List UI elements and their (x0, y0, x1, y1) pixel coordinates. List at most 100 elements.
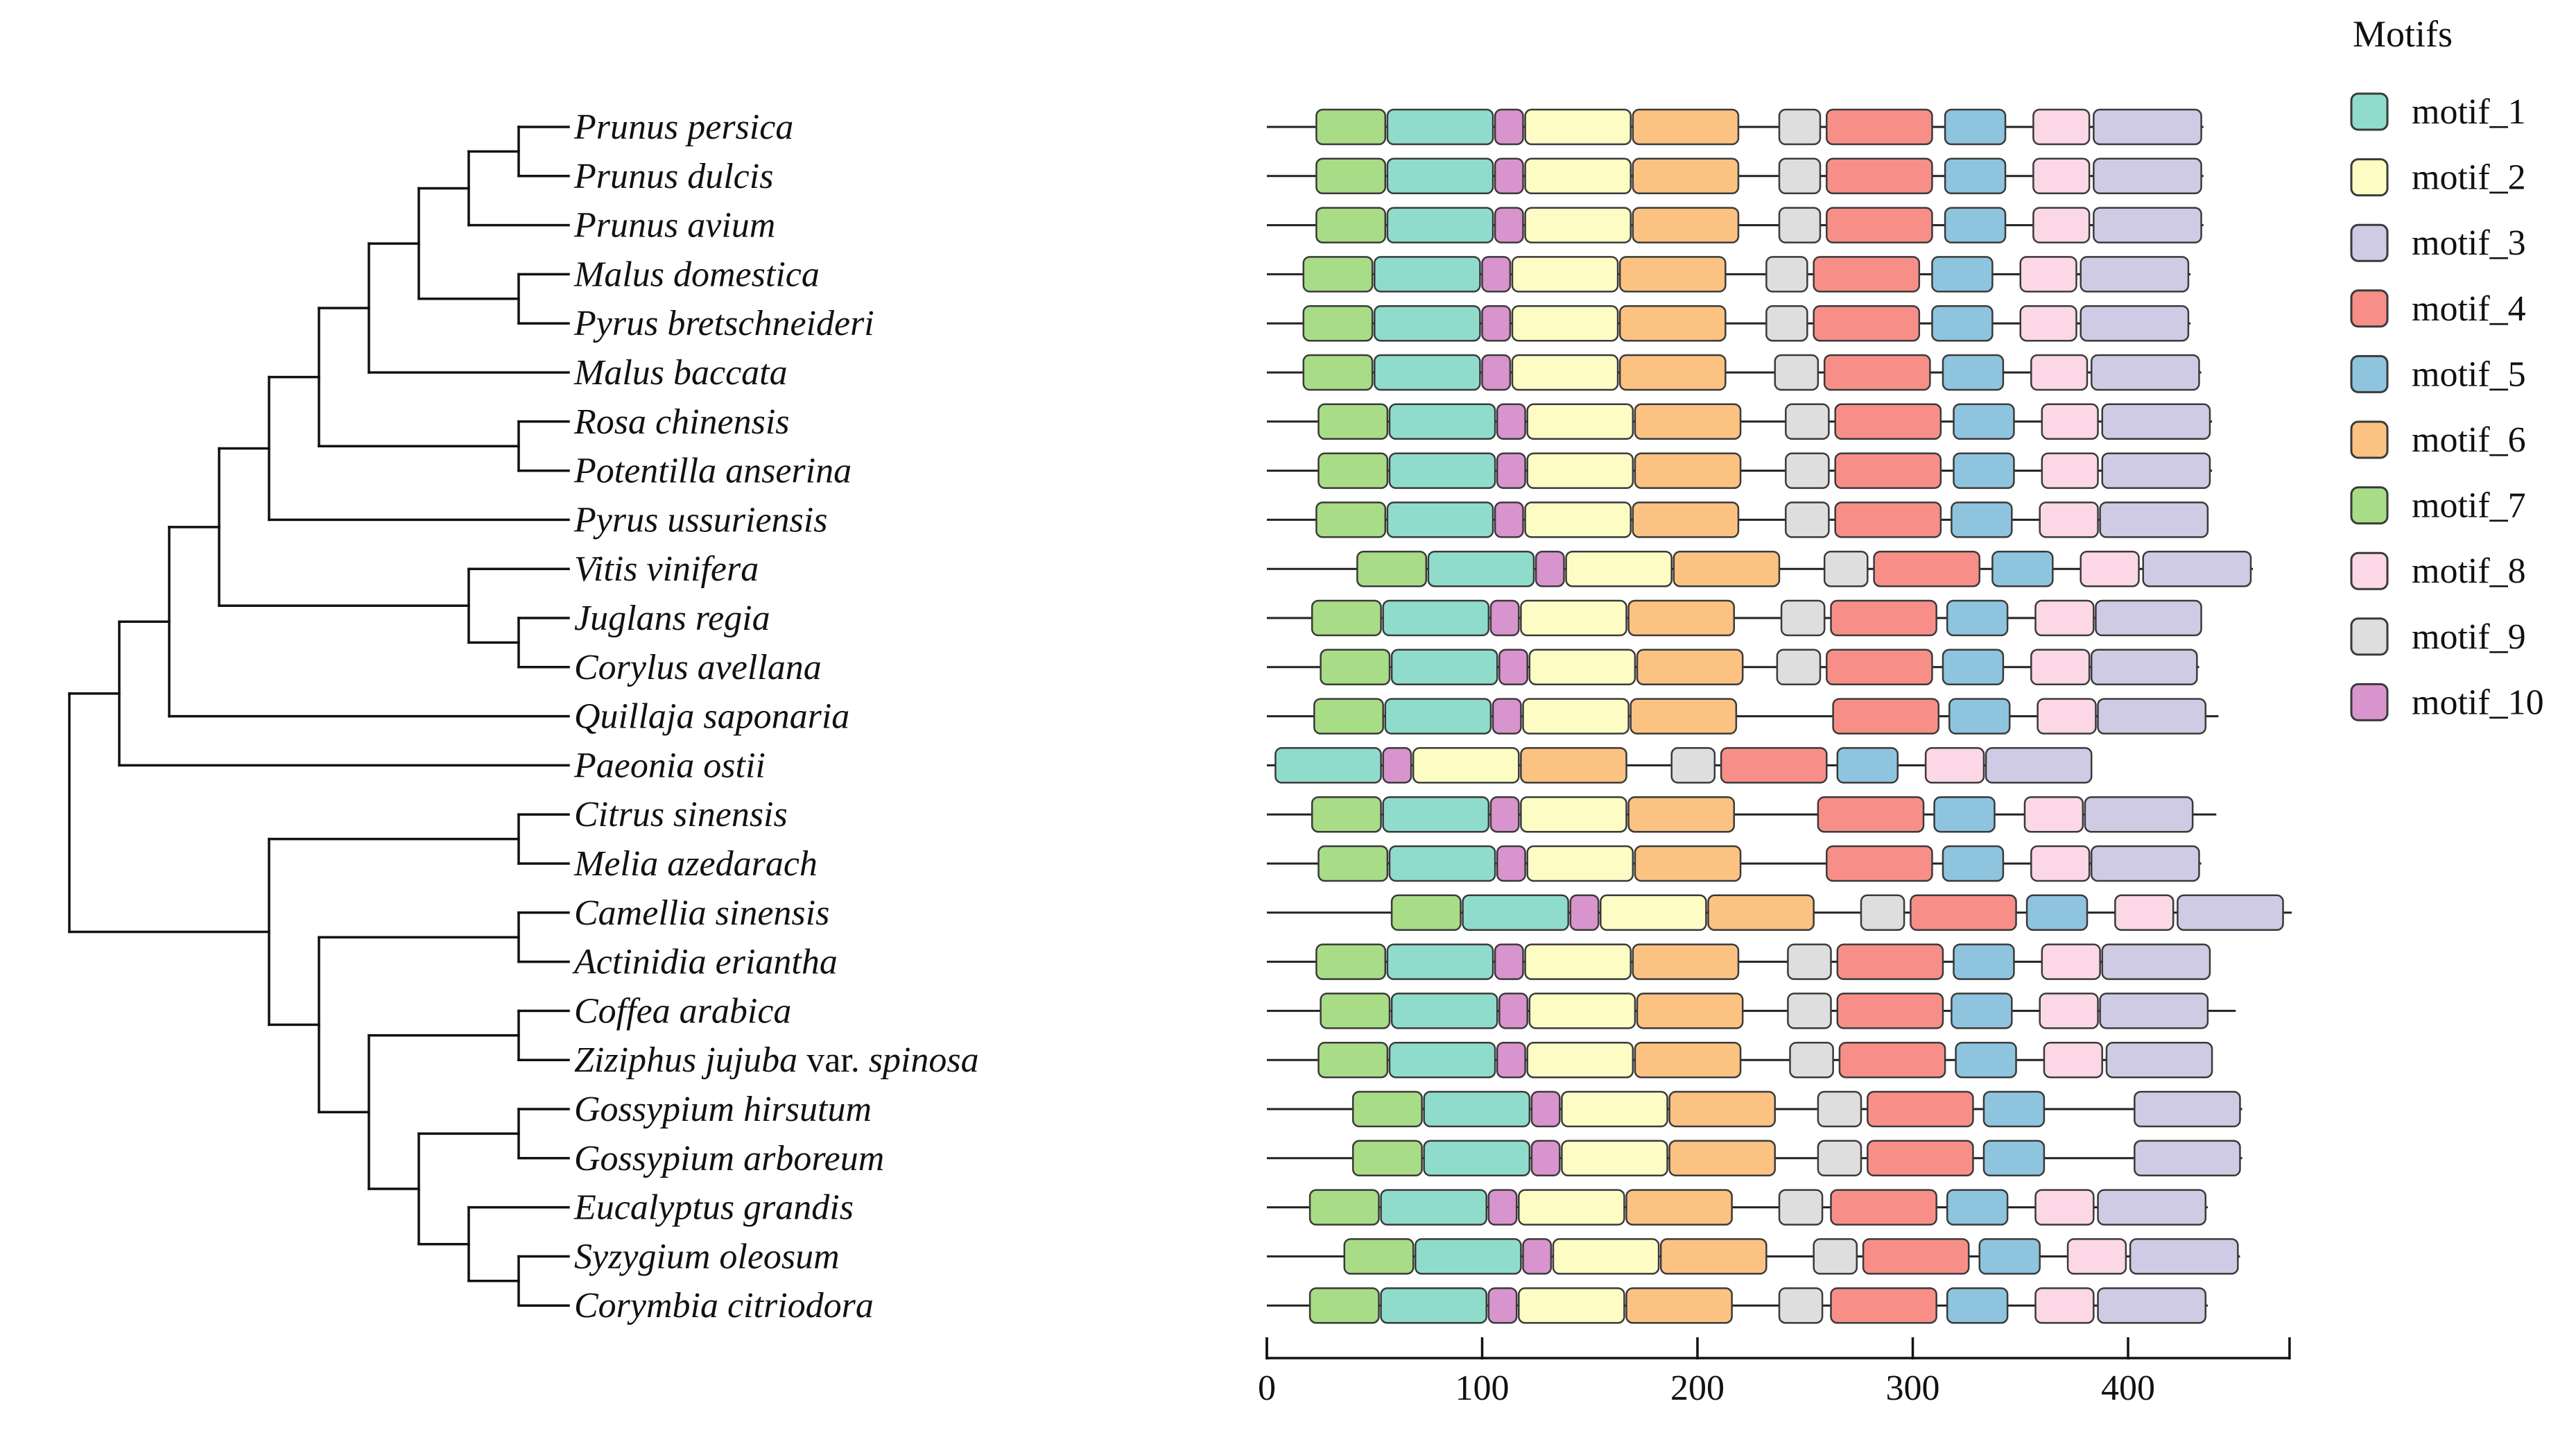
motif_3-box (2097, 698, 2207, 735)
motif_4-box (1873, 550, 1981, 587)
motif_4-legend-label: motif_4 (2412, 289, 2526, 329)
species-label-corylus-avellana: Corylus avellana (574, 648, 822, 687)
track-pyrus-ussuriensis (1267, 501, 2209, 538)
motif_8-legend-label: motif_8 (2412, 551, 2526, 591)
motif_6-box (1634, 452, 1742, 489)
track-gossypium-hirsutum (1267, 1090, 2242, 1128)
motif_7-swatch (2350, 486, 2389, 525)
motif_3-box (2101, 403, 2211, 440)
motif_1-box (1386, 943, 1494, 980)
motif_6-box (1627, 599, 1736, 637)
motif_9-box (1789, 1041, 1834, 1079)
motif_10-box (1494, 157, 1524, 195)
motif_6-box (1627, 796, 1736, 833)
track-prunus-persica (1267, 108, 2204, 146)
track-coffea-arabica (1267, 993, 2236, 1029)
motif_9-box (1778, 1287, 1824, 1324)
motif_5-box (1942, 845, 2005, 882)
motif_7-box (1317, 452, 1389, 489)
motif_10-box (1487, 1189, 1518, 1226)
motif_1-box (1427, 550, 1535, 587)
motif_10-box (1494, 501, 1524, 538)
motif_6-box (1668, 1140, 1777, 1177)
motif_8-box (2019, 256, 2077, 293)
motif_1-box (1390, 649, 1498, 686)
motif_8-box (2114, 894, 2175, 932)
species-label-corymbia-citriodora: Corymbia citriodora (574, 1286, 874, 1325)
motif_9-box (1785, 501, 1830, 538)
motif_5-box (2025, 894, 2089, 932)
motif_7-box (1320, 649, 1391, 686)
motif_5-swatch (2350, 354, 2389, 393)
motif_10-box (1496, 403, 1526, 440)
motif_8-box (2039, 501, 2099, 538)
legend: Motifs motif_1 motif_2 motif_3 motif_4motif… (2350, 13, 2544, 722)
motif_1-box (1386, 207, 1494, 243)
motif_3-box (2090, 845, 2200, 882)
motif_6-box (1634, 1041, 1742, 1079)
motif_1-box (1382, 796, 1490, 833)
motif_2-box (1520, 599, 1627, 637)
motif_2-box (1520, 796, 1627, 833)
motif_3-box (2093, 157, 2202, 195)
motif_10-box (1496, 452, 1526, 489)
track-rosa-chinensis (1267, 403, 2213, 440)
motif_3-box (2097, 1287, 2207, 1324)
motif_10-box (1496, 845, 1526, 882)
species-label-paeonia-ostii: Paeonia ostii (573, 746, 766, 785)
x-tick-label: 100 (1455, 1368, 1510, 1408)
motif_1-box (1380, 1287, 1487, 1324)
track-citrus-sinensis (1267, 796, 2217, 833)
motif_8-box (2080, 550, 2140, 587)
motif_8-box (2041, 943, 2101, 980)
species-label-coffea-arabica: Coffea arabica (574, 991, 791, 1031)
species-label-malus-baccata: Malus baccata (573, 353, 788, 393)
motif_3-box (2101, 943, 2211, 980)
legend-title: Motifs (2353, 13, 2453, 55)
motif_1-box (1384, 698, 1492, 735)
motif_7-box (1317, 403, 1389, 440)
motif_10-box (1498, 993, 1528, 1029)
track-vitis-vinifera (1267, 550, 2254, 587)
motif_5-legend-label: motif_5 (2412, 354, 2526, 394)
motif_2-box (1524, 207, 1632, 243)
species-label-gossypium-arboreum: Gossypium arboreum (574, 1139, 884, 1178)
species-label-melia-azedarach: Melia azedarach (573, 844, 818, 884)
motif_5-box (1933, 796, 1996, 833)
motif_10-box (1489, 599, 1520, 637)
species-label-syzygium-oleosum: Syzygium oleosum (574, 1237, 840, 1276)
motif_3-box (2105, 1041, 2213, 1079)
motif_7-box (1311, 599, 1382, 637)
motif_5-box (1931, 256, 1994, 293)
motif_3-box (2093, 108, 2202, 146)
motif_9-box (1778, 108, 1822, 146)
motif_2-box (1561, 1140, 1668, 1177)
motif_7-box (1311, 796, 1382, 833)
motif_3-box (2097, 1189, 2207, 1226)
motif_3-box (2080, 256, 2190, 293)
track-prunus-avium (1267, 207, 2204, 243)
motif_10-box (1569, 894, 1600, 932)
motif_8-box (1924, 747, 1985, 784)
motif_6-legend-label: motif_6 (2412, 420, 2526, 460)
motif_8-box (2041, 452, 2099, 489)
track-prunus-dulcis (1267, 157, 2204, 195)
motif_7-box (1343, 1238, 1415, 1275)
motif_10-box (1494, 943, 1524, 980)
motif_10-box (1481, 304, 1512, 342)
motif_9-box (1785, 452, 1830, 489)
motif_7-box (1302, 256, 1374, 293)
motif_2-box (1526, 1041, 1634, 1079)
motif_4-box (1834, 403, 1942, 440)
motif_4-box (1910, 894, 2017, 932)
motif_6-box (1630, 698, 1738, 735)
species-label-prunus-avium: Prunus avium (573, 206, 775, 246)
motif_8-box (2032, 108, 2091, 146)
motif_5-box (1836, 747, 1899, 784)
motif_1-box (1374, 304, 1481, 342)
motif_9-box (1860, 894, 1905, 932)
motif_1-box (1274, 747, 1382, 784)
motif_4-box (1826, 108, 1933, 146)
motif_6-box (1625, 1189, 1733, 1226)
x-tick-label: 200 (1670, 1368, 1724, 1408)
